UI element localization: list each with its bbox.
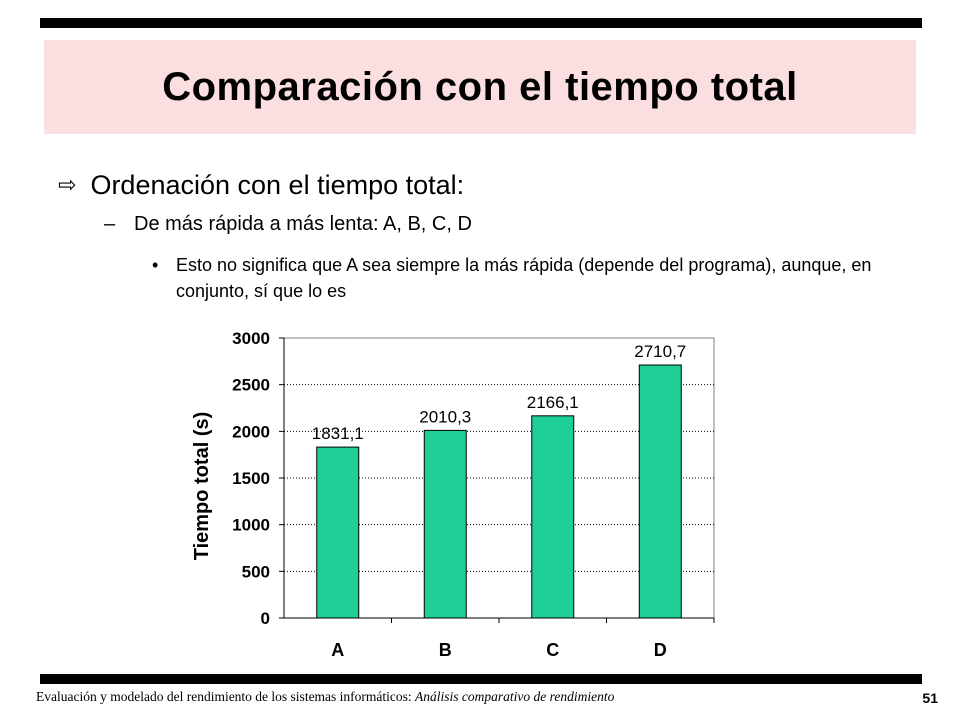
data-label: 2166,1 xyxy=(527,393,579,412)
x-tick-label: D xyxy=(654,640,667,660)
bullet-main-text: Ordenación con el tiempo total: xyxy=(90,170,465,200)
bullet-sub: – De más rápida a más lenta: A, B, C, D xyxy=(104,213,472,236)
bar xyxy=(638,364,682,619)
title-band: Comparación con el tiempo total xyxy=(44,40,916,134)
bullet-dot: • xyxy=(152,255,159,275)
slide-title: Comparación con el tiempo total xyxy=(162,64,798,109)
x-tick-label: B xyxy=(439,640,452,660)
bullet-detail-text: Esto no significa que A sea siempre la m… xyxy=(176,255,872,301)
y-tick-label: 2500 xyxy=(232,376,270,395)
footer: Evaluación y modelado del rendimiento de… xyxy=(36,689,614,705)
dash-marker: – xyxy=(104,213,116,235)
bar xyxy=(531,415,575,619)
footer-italic-text: Análisis comparativo de rendimiento xyxy=(415,689,615,704)
bullet-main: ⇨ Ordenación con el tiempo total: xyxy=(58,170,464,201)
x-tick-label: C xyxy=(546,640,559,660)
data-label: 2710,7 xyxy=(634,342,686,361)
bullet-sub-text: De más rápida a más lenta: A, B, C, D xyxy=(134,213,472,235)
y-tick-label: 2000 xyxy=(232,422,270,441)
bottom-rule xyxy=(40,674,922,684)
page-number: 51 xyxy=(922,690,938,706)
y-tick-label: 3000 xyxy=(232,329,270,348)
bar xyxy=(316,446,360,619)
x-tick-label: A xyxy=(331,640,344,660)
y-tick-label: 1000 xyxy=(232,516,270,535)
top-rule xyxy=(40,18,922,28)
y-axis-title: Tiempo total (s) xyxy=(191,412,213,561)
data-label: 1831,1 xyxy=(312,424,364,443)
outline-right-arrow-icon: ⇨ xyxy=(58,173,77,198)
data-label: 2010,3 xyxy=(419,407,471,426)
bar-chart: 0 500 1000 1500 2000 2500 3000 1831,1 A 2010,3 B 21… xyxy=(191,329,715,660)
bullet-detail: • Esto no significa que A sea siempre la… xyxy=(152,252,872,304)
bar xyxy=(423,429,467,619)
y-tick-label: 1500 xyxy=(232,469,270,488)
footer-text: Evaluación y modelado del rendimiento de… xyxy=(36,689,416,704)
y-tick-label: 0 xyxy=(261,609,270,628)
y-tick-label: 500 xyxy=(242,562,270,581)
